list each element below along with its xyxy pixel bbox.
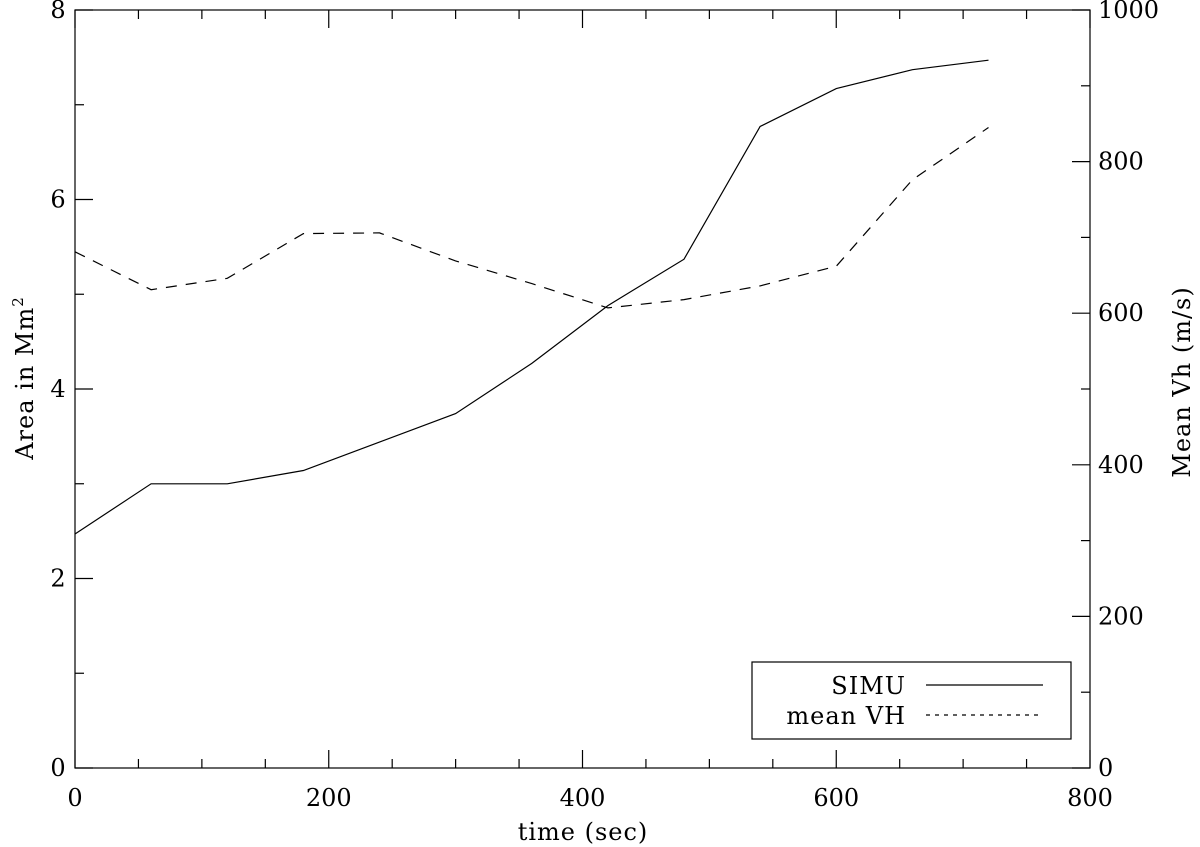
left-axis-title-text: Area in Mm — [11, 307, 39, 461]
series-line-simu — [74, 59, 989, 535]
right-y-tick-label: 1000 — [1098, 0, 1159, 24]
series-line-mean-vh — [74, 127, 989, 309]
right-y-tick-label: 600 — [1098, 299, 1144, 327]
right-y-tick-label: 0 — [1098, 754, 1113, 782]
left-y-tick-label: 4 — [50, 375, 65, 403]
left-axis-title: Area in Mm2 — [9, 296, 39, 461]
left-y-tick-label: 8 — [50, 0, 65, 24]
left-y-tick-label: 6 — [50, 186, 65, 214]
x-tick-label: 600 — [813, 784, 859, 812]
legend: SIMU mean VH — [751, 661, 1072, 740]
right-y-tick-label: 800 — [1098, 148, 1144, 176]
x-tick-label: 200 — [306, 784, 352, 812]
legend-label-mean-vh: mean VH — [786, 702, 906, 730]
x-tick-label: 800 — [1067, 784, 1113, 812]
x-tick-label: 0 — [67, 784, 82, 812]
x-axis-title: time (sec) — [518, 818, 649, 846]
legend-box — [751, 661, 1072, 740]
left-y-tick-label: 2 — [50, 565, 65, 593]
plot-frame — [74, 9, 1091, 769]
right-y-tick-label: 400 — [1098, 451, 1144, 479]
legend-label-simu: SIMU — [831, 672, 906, 700]
svg-text:Area in Mm2: Area in Mm2 — [9, 296, 39, 461]
left-y-tick-label: 0 — [50, 754, 65, 782]
right-axis-title: Mean Vh (m/s) — [1168, 286, 1196, 477]
x-tick-label: 400 — [560, 784, 606, 812]
left-axis-title-superscript: 2 — [9, 296, 27, 307]
right-y-tick-label: 200 — [1098, 602, 1144, 630]
